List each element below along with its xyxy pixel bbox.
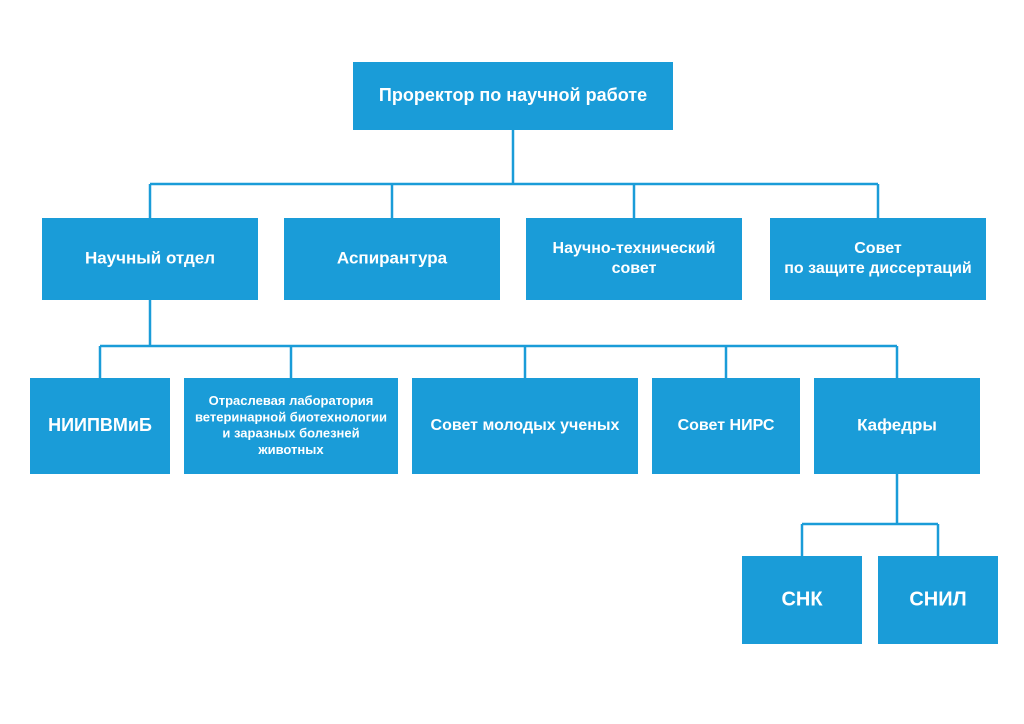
org-node-label: Кафедры [857,415,937,434]
org-node-label: совет [612,260,657,277]
org-node-smu: Совет молодых ученых [412,378,638,474]
org-node-label: Совет [854,240,902,257]
org-node-nirs: Совет НИРС [652,378,800,474]
org-node-label: Научно-технический [553,240,716,257]
org-node-lab: Отраслевая лабораторияветеринарной биоте… [184,378,398,474]
org-node-label: животных [257,442,324,457]
org-node-label: Аспирантура [337,248,448,267]
org-node-snil: СНИЛ [878,556,998,644]
org-node-label: и заразных болезней [222,426,359,441]
org-node-nts: Научно-технический совет [526,218,742,300]
org-node-root: Проректор по научной работе [353,62,673,130]
org-chart: Проректор по научной работе Научный отдел… [0,0,1024,724]
org-node-sovdis: Совет по защите диссертаций [770,218,986,300]
org-node-label: Научный отдел [85,248,215,267]
org-node-label: НИИПВМиБ [48,415,152,435]
edges [100,130,938,556]
org-node-box [770,218,986,300]
org-node-label: Совет НИРС [678,417,775,434]
org-node-label: СНК [781,588,823,610]
org-node-label: по защите диссертаций [784,260,972,277]
org-node-aspir: Аспирантура [284,218,500,300]
org-node-label: ветеринарной биотехнологии [195,409,387,424]
org-node-snk: СНК [742,556,862,644]
org-node-label: Совет молодых ученых [431,417,620,434]
org-node-label: Проректор по научной работе [379,85,647,105]
org-node-label: СНИЛ [909,588,966,610]
org-node-box [526,218,742,300]
org-node-label: Отраслевая лаборатория [209,393,374,408]
org-node-niip: НИИПВМиБ [30,378,170,474]
org-node-kaf: Кафедры [814,378,980,474]
org-node-dept: Научный отдел [42,218,258,300]
